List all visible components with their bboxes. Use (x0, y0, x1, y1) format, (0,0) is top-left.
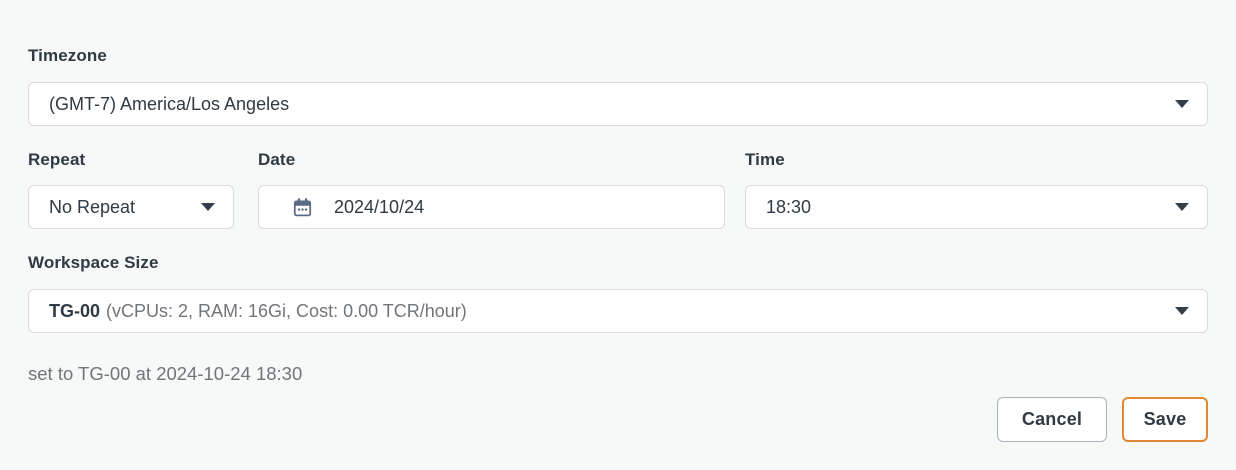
date-input[interactable]: 2024/10/24 (258, 185, 725, 229)
repeat-field-group: Repeat No Repeat (28, 150, 234, 229)
repeat-label: Repeat (28, 150, 86, 169)
timezone-field-group: Timezone (GMT-7) America/Los Angeles (28, 46, 1208, 126)
time-value: 18:30 (766, 196, 812, 217)
save-button[interactable]: Save (1122, 397, 1208, 442)
workspace-size-label: Workspace Size (28, 253, 159, 272)
calendar-icon (292, 197, 313, 218)
date-label: Date (258, 150, 296, 169)
workspace-size-field-group: Workspace Size TG-00 (vCPUs: 2, RAM: 16G… (28, 253, 1208, 333)
schedule-summary-text: set to TG-00 at 2024-10-24 18:30 (28, 363, 303, 384)
timezone-label: Timezone (28, 46, 107, 65)
cancel-button[interactable]: Cancel (997, 397, 1107, 442)
action-buttons: Cancel Save (997, 397, 1208, 442)
repeat-date-time-row: Repeat No Repeat Date (28, 150, 1208, 229)
repeat-value: No Repeat (49, 196, 136, 217)
timezone-value: (GMT-7) America/Los Angeles (49, 93, 290, 114)
time-field-group: Time 18:30 (745, 150, 1208, 229)
caret-down-icon (201, 203, 215, 211)
workspace-size-select[interactable]: TG-00 (vCPUs: 2, RAM: 16Gi, Cost: 0.00 T… (28, 289, 1208, 333)
date-field-group: Date 2024/10/24 (258, 150, 725, 229)
repeat-select[interactable]: No Repeat (28, 185, 234, 229)
caret-down-icon (1175, 307, 1189, 315)
caret-down-icon (1175, 203, 1189, 211)
caret-down-icon (1175, 100, 1189, 108)
timezone-select[interactable]: (GMT-7) America/Los Angeles (28, 82, 1208, 126)
time-label: Time (745, 150, 785, 169)
date-value: 2024/10/24 (334, 196, 425, 217)
workspace-size-value-primary: TG-00 (49, 300, 101, 321)
time-select[interactable]: 18:30 (745, 185, 1208, 229)
workspace-size-value-secondary: (vCPUs: 2, RAM: 16Gi, Cost: 0.00 TCR/hou… (106, 300, 467, 321)
